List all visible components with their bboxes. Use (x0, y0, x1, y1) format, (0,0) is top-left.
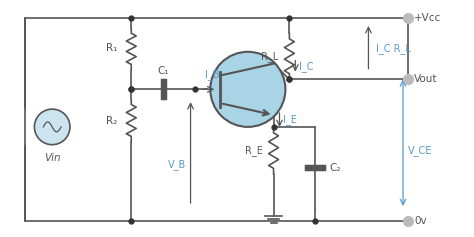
Text: Vin: Vin (44, 153, 61, 163)
Text: I_B: I_B (205, 69, 220, 80)
Text: R_L: R_L (261, 51, 278, 62)
Circle shape (210, 52, 285, 127)
Text: I_E: I_E (283, 114, 297, 125)
Text: I_C: I_C (299, 61, 314, 72)
Text: Vout: Vout (414, 74, 438, 84)
Text: 0v: 0v (414, 216, 427, 226)
Text: V_B: V_B (168, 160, 187, 170)
Text: V_CE: V_CE (408, 145, 432, 155)
Circle shape (35, 109, 70, 145)
Text: C₁: C₁ (157, 67, 169, 77)
Text: R₂: R₂ (106, 116, 117, 126)
Text: C₂: C₂ (329, 163, 340, 173)
Text: R_E: R_E (245, 145, 263, 156)
Text: R₁: R₁ (106, 43, 117, 53)
Text: I_C R_L: I_C R_L (376, 43, 411, 54)
Text: +Vcc: +Vcc (414, 13, 441, 23)
